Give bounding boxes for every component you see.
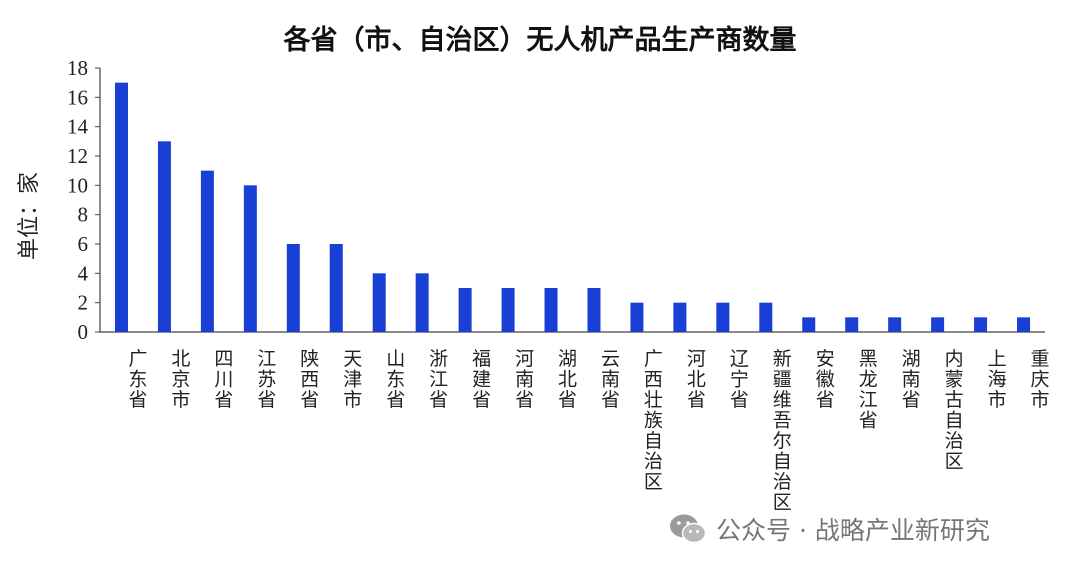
bar (802, 317, 816, 332)
bar (931, 317, 945, 332)
bar (372, 273, 386, 332)
x-category-label: 天津市 (343, 348, 362, 411)
bar (329, 244, 343, 332)
bar (286, 244, 300, 332)
y-tick-label: 0 (78, 320, 89, 344)
x-category-labels: 广东省 北京市 四川省 江苏省 陕西省 天津市 山东省 浙江省 福建省 河南省 湖北省 云南省 广西壮族… (128, 348, 1049, 514)
x-category-label: 四川省 (214, 348, 233, 411)
y-tick-label: 14 (67, 115, 89, 139)
x-category-label: 上海市 (988, 348, 1007, 411)
x-category-label: 黑龙江省 (859, 348, 878, 432)
bar (716, 302, 730, 332)
x-category-label: 云南省 (601, 348, 620, 411)
y-tick-label: 18 (67, 56, 88, 80)
y-tick-label: 6 (78, 232, 89, 256)
bar (501, 288, 515, 332)
x-category-label: 广东省 (128, 348, 147, 411)
bar (974, 317, 988, 332)
bar (243, 185, 257, 332)
bar (759, 302, 773, 332)
x-category-label: 湖南省 (902, 348, 921, 411)
chart-title: 各省（市、自治区）无人机产品生产商数量 (283, 24, 797, 56)
x-category-label: 山东省 (386, 348, 405, 411)
x-category-label: 安徽省 (816, 348, 835, 411)
x-category-label: 河南省 (515, 348, 534, 411)
bar (630, 302, 644, 332)
bars (114, 82, 1031, 333)
y-tick-label: 12 (67, 144, 88, 168)
x-category-label: 陕西省 (300, 348, 319, 411)
x-category-label: 浙江省 (429, 348, 448, 411)
bar (673, 302, 687, 332)
bar (1017, 317, 1031, 332)
x-category-label: 江苏省 (257, 348, 276, 411)
bar (845, 317, 859, 332)
watermark-text: 公众号 · 战略产业新研究 (716, 516, 990, 545)
bar (200, 170, 214, 332)
y-ticks: 0 2 4 6 8 10 12 14 16 18 (67, 56, 100, 344)
y-tick-label: 10 (67, 173, 88, 197)
x-category-label: 北京市 (171, 348, 190, 411)
x-category-label: 广西壮族自治区 (644, 348, 663, 493)
bar (587, 288, 601, 332)
bar (415, 273, 429, 332)
y-tick-label: 16 (67, 85, 88, 109)
x-category-label: 湖北省 (558, 348, 577, 411)
bar (157, 141, 171, 332)
x-category-label: 内蒙古自治区 (945, 348, 964, 473)
x-category-label: 福建省 (472, 348, 491, 411)
y-tick-label: 4 (78, 261, 89, 285)
bar (888, 317, 902, 332)
wechat-icon (670, 514, 707, 544)
x-category-label: 重庆市 (1031, 348, 1050, 411)
y-tick-label: 2 (78, 291, 89, 315)
bar (544, 288, 558, 332)
bar (114, 82, 128, 333)
x-category-label: 辽宁省 (730, 348, 749, 411)
x-category-label: 河北省 (687, 348, 706, 411)
y-axis-label: 单位：家 (17, 172, 42, 260)
y-tick-label: 8 (78, 203, 89, 227)
watermark: 公众号 · 战略产业新研究 (668, 509, 990, 549)
bar (458, 288, 472, 332)
x-category-label: 新疆维吾尔自治区 (773, 348, 792, 514)
